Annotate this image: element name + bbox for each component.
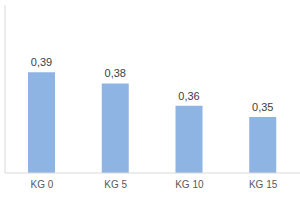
svg-text:KG 10: KG 10 xyxy=(175,179,204,190)
svg-text:0,36: 0,36 xyxy=(178,90,199,102)
svg-text:KG 15: KG 15 xyxy=(249,179,278,190)
svg-text:0,35: 0,35 xyxy=(252,101,273,113)
svg-text:0,38: 0,38 xyxy=(105,67,126,79)
svg-text:0,39: 0,39 xyxy=(31,56,52,68)
svg-text:KG 5: KG 5 xyxy=(104,179,127,190)
svg-text:KG 0: KG 0 xyxy=(30,179,53,190)
